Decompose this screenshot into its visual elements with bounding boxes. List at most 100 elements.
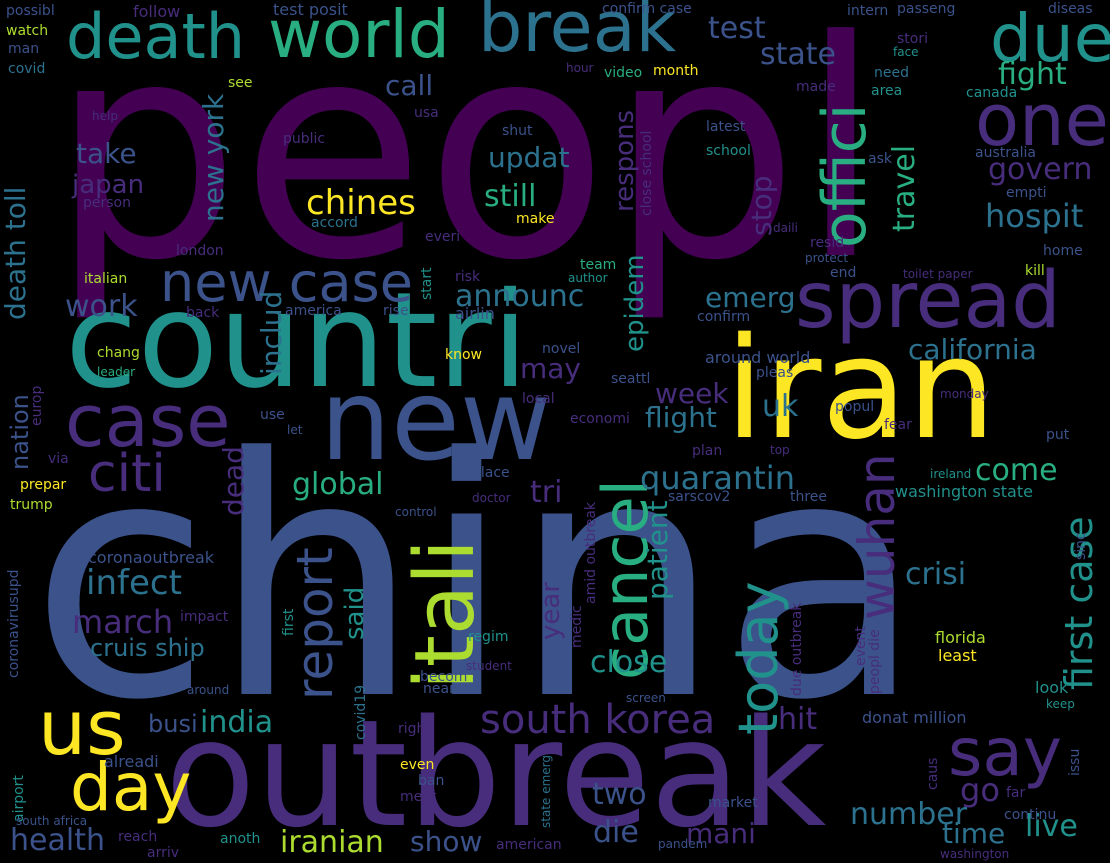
word-spread: spread [795,256,1061,346]
word-keep: keep [1046,697,1075,711]
word-use: use [260,407,285,423]
word-death-toll: death toll [0,186,32,320]
word-toilet-paper: toilet paper [903,267,973,281]
word-see: see [228,75,253,91]
word-show: show [410,825,483,858]
word-let: let [287,423,303,437]
word-new-york: new york [197,93,230,222]
word-washington-state: washington state [895,482,1033,501]
word-america: america [285,303,342,319]
word-even: even [400,757,435,773]
word-south-korea: south korea [480,697,716,743]
word-empti: empti [1006,185,1047,201]
word-canada: canada [966,85,1018,101]
word-world: world [268,0,450,73]
word-new: new [320,356,552,486]
word-kill: kill [1025,263,1045,279]
word-week: week [655,377,729,410]
word-us: us [38,683,126,772]
word-call: call [385,69,434,102]
word-three: three [790,489,828,505]
word-place: place [472,465,510,481]
word-medic: medic [569,605,585,648]
word-far: far [1006,785,1026,801]
word-go: go [960,771,1000,809]
word-everi: everi [425,229,461,245]
word-day: day [70,749,192,826]
word-outbreak: outbreak [165,688,827,860]
word-offici: offici [810,103,880,248]
word-economi: economi [570,411,630,427]
word-becom: becom [420,669,468,685]
word-respons: respons [610,109,640,212]
word-usa: usa [414,105,439,121]
word-includ: includ [255,290,288,375]
word-put: put [1046,427,1070,443]
word-break: break [478,0,677,68]
word-risk: risk [455,269,481,285]
word-leader: leader [97,365,136,379]
word-death: death [66,0,246,73]
word-student: student [466,659,512,673]
word-least: least [938,646,977,665]
word-global: global [292,467,384,502]
word-plan: plan [692,443,723,459]
word-stori: stori [897,31,928,47]
word-donat-million: donat million [862,708,967,727]
word-seattl: seattl [611,371,651,387]
word-london: london [176,243,224,259]
word-iranian: iranian [280,825,384,860]
word-back: back [186,305,220,321]
word-mani: mani [686,817,756,850]
word-still: still [484,179,537,214]
word-amid-outbreak: amid outbreak [583,501,599,604]
word-rise: rise [383,303,409,319]
word-stop: stop [745,175,778,236]
word-confirm-case: confirm case [602,1,692,17]
word-number: number [850,797,968,832]
word-airlin: airlin [455,304,495,323]
word-diseas: diseas [1048,1,1093,17]
word-issu: issu [1067,748,1083,776]
word-author: author [568,271,608,285]
word-anoth: anoth [220,831,261,847]
word-two: two [592,777,647,812]
word-one: one [975,78,1109,162]
word-peopl: peopl [50,0,883,326]
word-man: man [8,41,40,57]
word-live: live [1025,809,1078,844]
word-hit: hit [778,702,818,737]
word-test: test [708,11,766,46]
word-pandem: pandem [658,837,708,851]
word-due-outbreak: due outbreak [789,602,805,696]
word-australia: australia [975,145,1036,161]
word-follow: follow [133,2,181,21]
word-novel: novel [542,341,581,357]
word-look: look [1035,678,1069,697]
word-march: march [72,603,174,641]
word-dead: dead [217,446,250,516]
word-washington: washington [940,847,1010,861]
word-new-case: new case [160,251,413,314]
word-know: know [445,347,482,363]
word-team: team [580,257,617,273]
word-china: china [30,388,924,772]
word-confirm: confirm [697,309,751,325]
word-year: year [536,581,566,640]
word-florida: florida [935,628,986,647]
word-help: help [92,109,118,123]
word-reach: reach [118,829,158,845]
word-coronavirusupd: coronavirusupd [6,569,22,678]
word-passeng: passeng [897,1,956,17]
word-emerg: emerg [705,281,796,314]
word-monday: monday [940,387,989,401]
word-close: close [590,645,668,680]
word-travel: travel [887,144,922,232]
word-screen: screen [626,691,666,705]
word-right: right [398,721,431,737]
word-ban: ban [418,773,445,789]
word-via: via [48,451,69,467]
word-fight: fight [998,57,1067,92]
word-make: make [516,211,555,227]
